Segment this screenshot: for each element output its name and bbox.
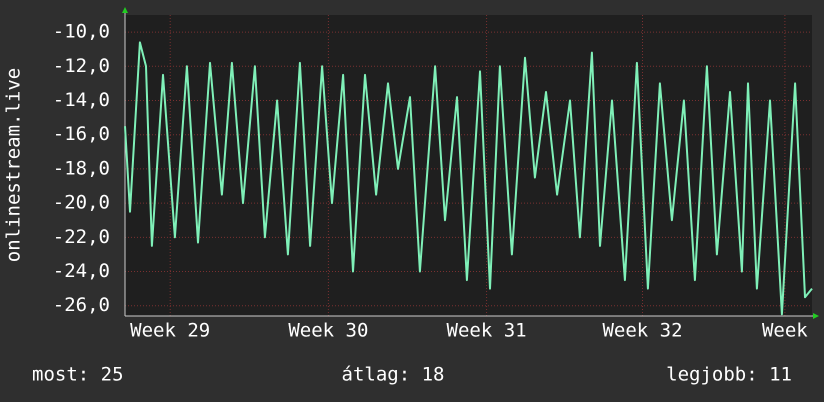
x-tick-label: Week 29 — [130, 320, 210, 342]
footer-max: legjobb: 11 — [666, 364, 792, 386]
y-tick-label: -24,0 — [53, 260, 110, 282]
data-line — [124, 41, 813, 316]
y-tick-label: -20,0 — [53, 192, 110, 214]
y-tick-label: -14,0 — [53, 89, 110, 111]
footer-average: átlag: 18 — [342, 364, 445, 386]
x-tick-label: Week 32 — [602, 320, 682, 342]
footer-current: most: 25 — [32, 364, 124, 386]
x-axis-arrow — [813, 313, 819, 319]
y-tick-label: -22,0 — [53, 226, 110, 248]
y-tick-label: -18,0 — [53, 157, 110, 179]
y-tick-label: -12,0 — [53, 55, 110, 77]
y-axis-arrow — [122, 7, 128, 13]
x-tick-label: Week 30 — [288, 320, 368, 342]
plot-area — [125, 15, 812, 316]
y-axis-label: onlinestream.live — [3, 68, 25, 262]
y-tick-label: -10,0 — [53, 21, 110, 43]
y-tick-label: -26,0 — [53, 294, 110, 316]
y-tick-label: -16,0 — [53, 123, 110, 145]
x-tick-label: Week 31 — [447, 320, 527, 342]
x-tick-label: Week — [762, 320, 808, 342]
